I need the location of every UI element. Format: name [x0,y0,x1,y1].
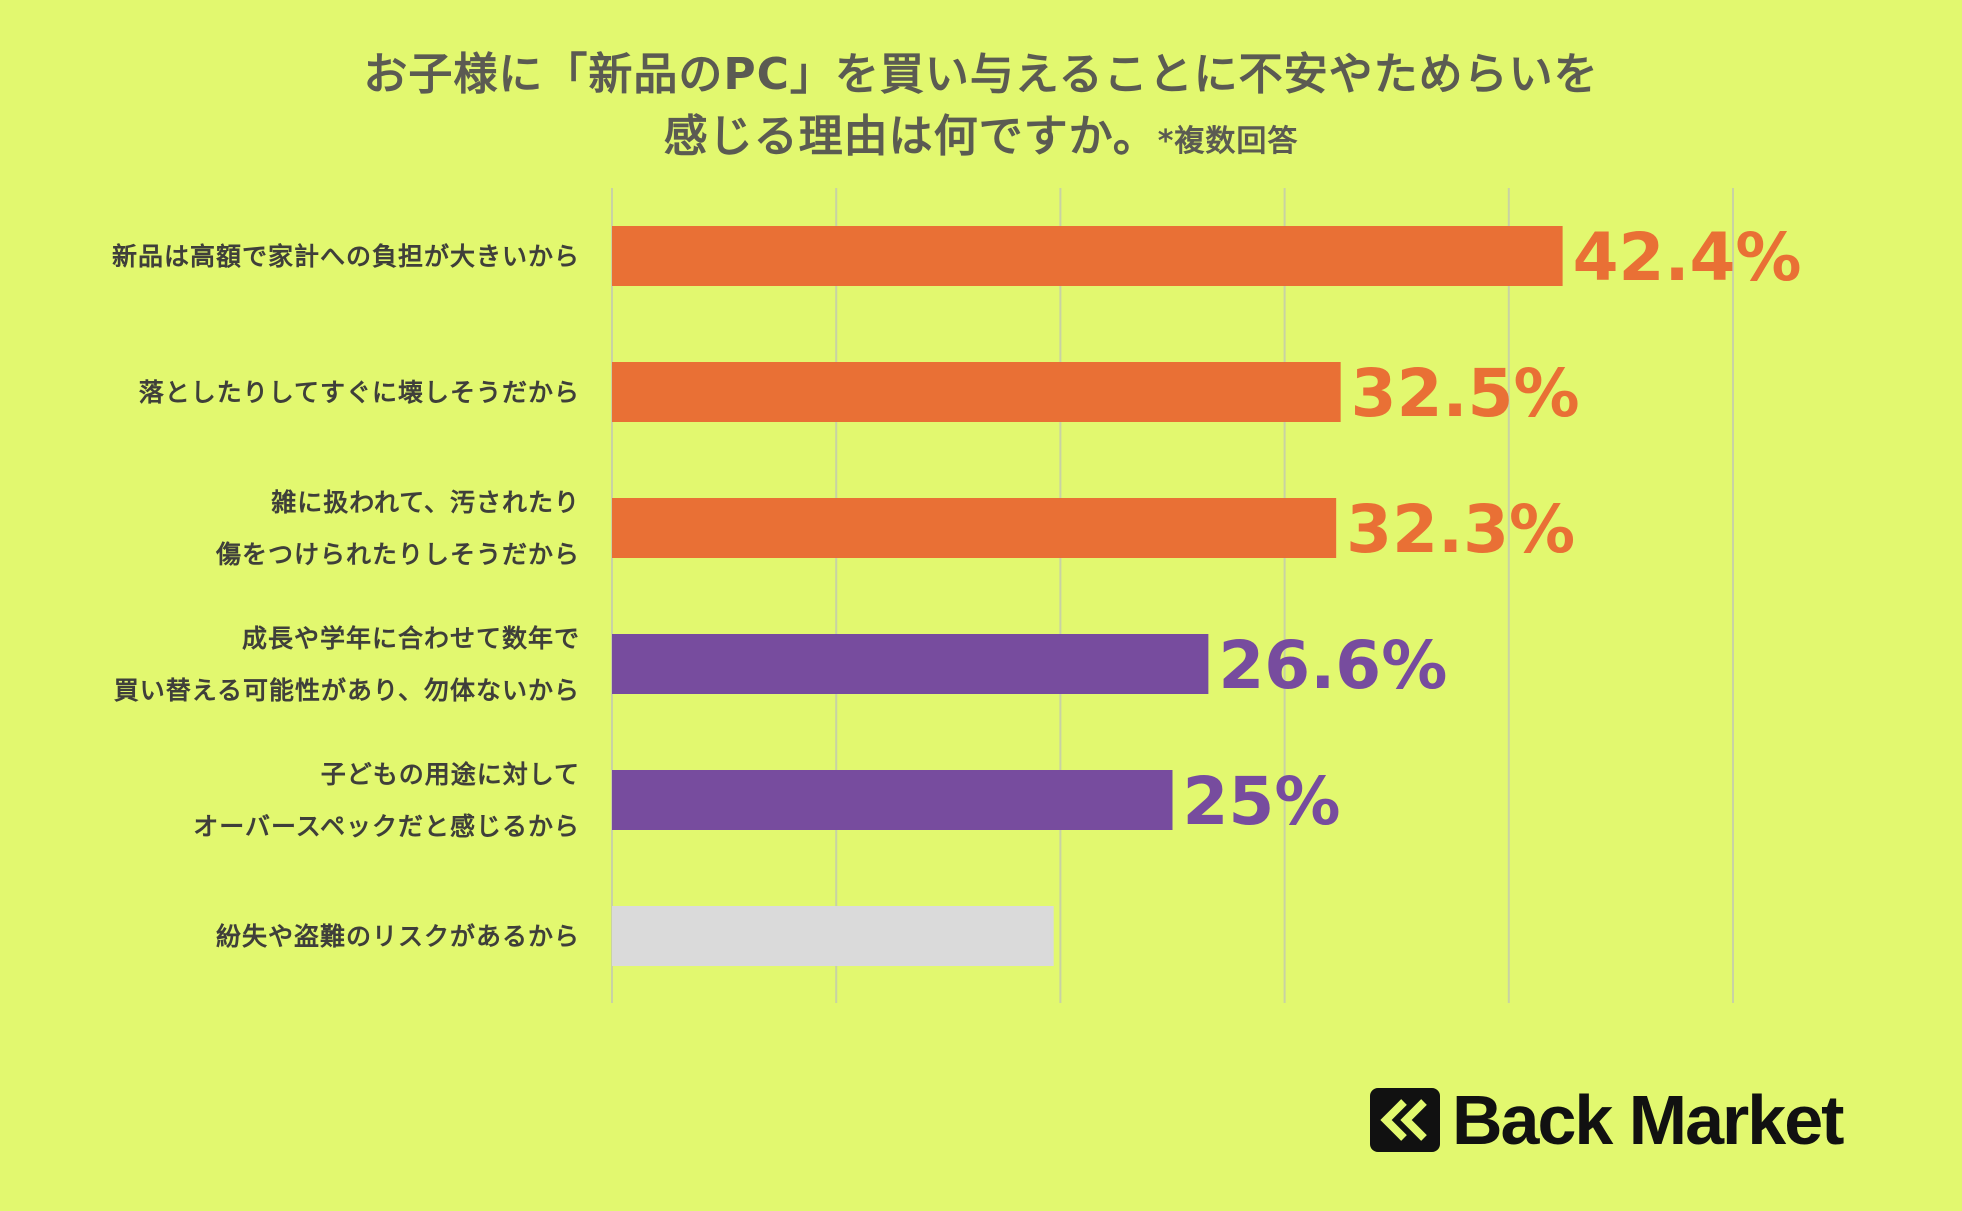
value-label: 32.5% [1351,355,1580,432]
bar [612,498,1337,558]
bar-chart: 新品は高額で家計への負担が大きいから 42.4% 落としたりしてすぐに壊しそうだから… [112,188,1802,1003]
category-label: 買い替える可能性があり、勿体ないから [114,676,580,705]
category-label: オーバースペックだと感じるから [193,812,580,841]
title-note: *複数回答 [1157,124,1299,159]
bar [612,634,1209,694]
value-label: 32.3% [1346,491,1575,568]
category-label: 紛失や盗難のリスクがあるから [216,922,580,951]
bar [612,226,1563,286]
back-market-logo-icon [1370,1088,1440,1152]
value-label: 26.6% [1218,627,1447,704]
category-label: 新品は高額で家計への負担が大きいから [112,242,580,271]
category-label: 落としたりしてすぐに壊しそうだから [139,378,580,407]
value-label: 25% [1183,763,1341,840]
value-label: 42.4% [1573,219,1802,296]
brand-name: Back Market [1452,1081,1844,1159]
chart-title: お子様に「新品のPC」を買い与えることに不安やためらいを 感じる理由は何ですか。… [0,44,1962,173]
category-label: 傷をつけられたりしそうだから [215,540,580,569]
title-line-2: 感じる理由は何ですか。*複数回答 [0,106,1962,173]
category-label: 成長や学年に合わせて数年で [242,624,580,653]
category-label: 雑に扱われて、汚されたり [270,488,580,517]
bar [612,770,1173,830]
bar [612,362,1341,422]
title-line-2-text: 感じる理由は何ですか。 [663,111,1158,162]
title-line-1: お子様に「新品のPC」を買い与えることに不安やためらいを [363,49,1599,100]
category-label: 子どもの用途に対して [321,760,580,789]
bar [612,906,1054,966]
brand-logo: Back Market [1370,1081,1844,1159]
